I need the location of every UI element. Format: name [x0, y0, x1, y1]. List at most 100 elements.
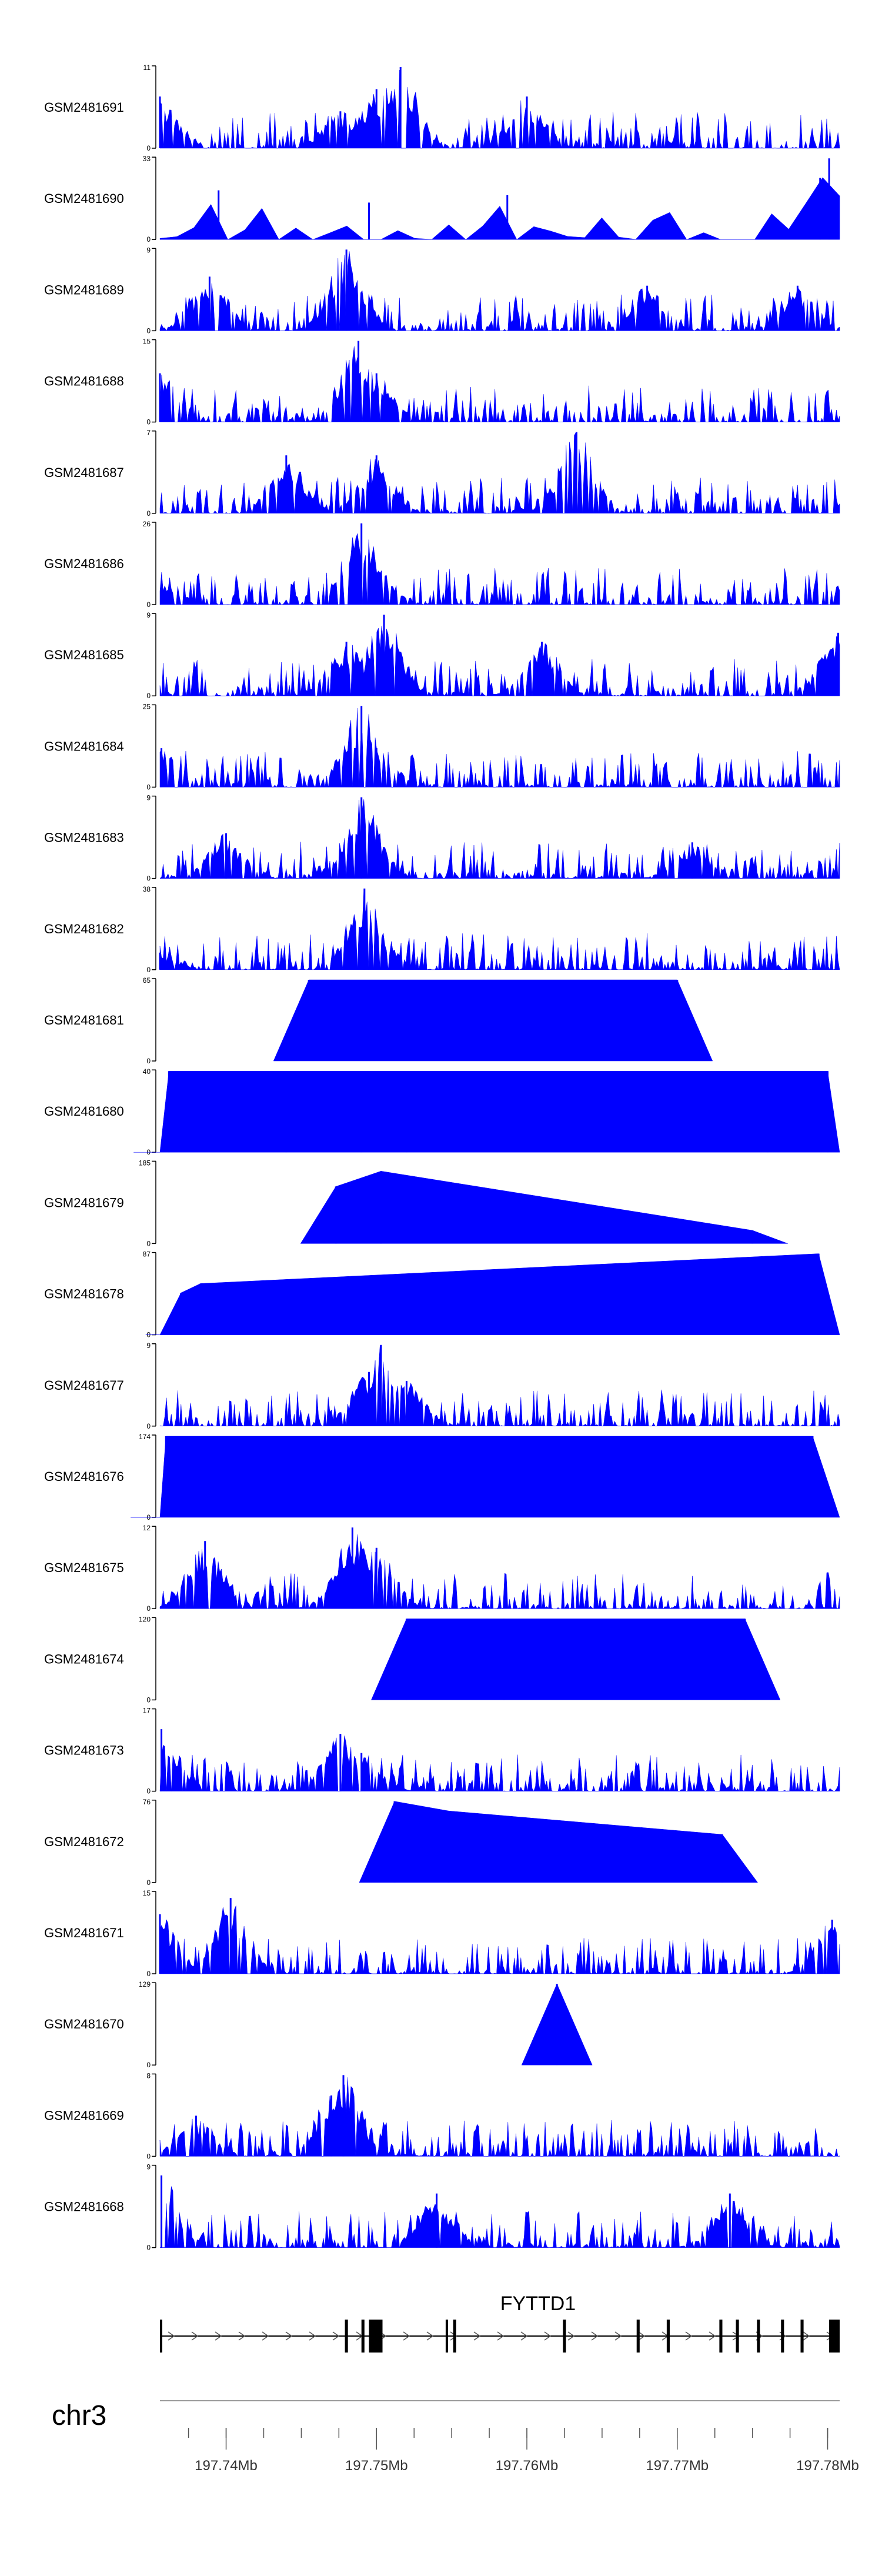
track-GSM2481687: GSM2481687 7 0	[44, 429, 840, 518]
track-GSM2481675: GSM2481675 12 0	[44, 1524, 840, 1613]
track-label: GSM2481691	[44, 100, 124, 115]
gene-structure	[160, 2320, 840, 2353]
y-min-label: 0	[146, 2061, 151, 2069]
exon	[719, 2320, 723, 2353]
y-max-label: 9	[146, 611, 151, 619]
track-GSM2481684: GSM2481684 25 0	[44, 702, 840, 791]
track-GSM2481679: GSM2481679 185 0	[44, 1159, 788, 1247]
y-max-label: 15	[143, 338, 151, 346]
signal-area	[159, 177, 840, 240]
track-GSM2481670: GSM2481670 129 0	[44, 1980, 593, 2069]
y-min-label: 0	[146, 326, 151, 335]
exon	[445, 2320, 448, 2353]
exon	[781, 2320, 784, 2353]
y-min-label: 0	[146, 2244, 151, 2252]
y-min-label: 0	[146, 1422, 151, 1430]
track-GSM2481668: GSM2481668 9 0	[44, 2163, 840, 2252]
track-label: GSM2481677	[44, 1378, 124, 1393]
y-max-label: 76	[143, 1798, 151, 1806]
track-label: GSM2481670	[44, 2017, 124, 2031]
track-label: GSM2481678	[44, 1287, 124, 1302]
signal-area	[131, 1436, 840, 1518]
y-min-label: 0	[146, 600, 151, 609]
track-label: GSM2481689	[44, 282, 124, 297]
strand-arrow	[685, 2331, 693, 2341]
track-label: GSM2481680	[44, 1104, 124, 1119]
strand-arrow	[191, 2331, 199, 2341]
y-min-label: 0	[146, 1970, 151, 1978]
track-label: GSM2481669	[44, 2108, 124, 2123]
y-max-label: 9	[146, 794, 151, 802]
strand-arrow	[803, 2331, 810, 2341]
track-label: GSM2481676	[44, 1469, 124, 1484]
y-min-label: 0	[146, 1696, 151, 1704]
strand-arrow	[215, 2331, 222, 2341]
exon	[736, 2320, 739, 2353]
data-tracks: GSM2481691110GSM2481690330GSM248168990GS…	[44, 64, 840, 2252]
y-max-label: 65	[143, 976, 151, 985]
y-min-label: 0	[146, 1878, 151, 1887]
y-min-label: 0	[146, 783, 151, 791]
strand-arrow	[638, 2331, 646, 2341]
signal-area	[159, 625, 840, 696]
signal-area	[273, 979, 713, 1062]
y-max-label: 38	[143, 885, 151, 893]
y-max-label: 129	[139, 1980, 151, 1988]
signal-area	[159, 2077, 840, 2157]
track-GSM2481691: GSM2481691 11 0	[44, 64, 840, 152]
signal-area	[159, 1735, 840, 1792]
y-min-label: 0	[146, 509, 151, 518]
track-GSM2481682: GSM2481682 38 0	[44, 885, 840, 974]
tick-label: 197.75Mb	[345, 2458, 408, 2474]
track-label: GSM2481673	[44, 1743, 124, 1758]
track-label: GSM2481688	[44, 374, 124, 389]
y-max-label: 11	[143, 64, 151, 72]
strand-arrow	[520, 2331, 528, 2341]
signal-area	[159, 890, 840, 970]
exon	[666, 2320, 670, 2353]
genome-axis-track: chr3 197.74Mb 197.75Mb 197.76Mb 197.77Mb 197…	[52, 2400, 859, 2474]
track-GSM2481674: GSM2481674 120 0	[44, 1615, 781, 1704]
strand-arrow	[450, 2331, 457, 2341]
exon	[453, 2320, 456, 2353]
track-label: GSM2481679	[44, 1195, 124, 1210]
track-GSM2481672: GSM2481672 76 0	[44, 1798, 758, 1887]
signal-area	[133, 1070, 840, 1153]
signal-area	[160, 2186, 840, 2248]
signal-area	[159, 533, 840, 605]
strand-arrow	[238, 2331, 246, 2341]
track-label: GSM2481684	[44, 739, 124, 753]
gene-model-track: FYTTD1	[160, 2293, 840, 2353]
track-label: GSM2481686	[44, 556, 124, 571]
exon	[800, 2320, 804, 2353]
track-label: GSM2481682	[44, 922, 124, 936]
y-min-label: 0	[146, 1239, 151, 1247]
track-label: GSM2481672	[44, 1834, 124, 1849]
track-GSM2481688: GSM2481688 15 0	[44, 338, 840, 426]
gene-label: FYTTD1	[500, 2293, 576, 2315]
exon	[345, 2320, 348, 2353]
y-min-label: 0	[146, 418, 151, 426]
track-label: GSM2481675	[44, 1560, 124, 1575]
track-GSM2481673: GSM2481673 17 0	[44, 1707, 840, 1796]
track-label: GSM2481681	[44, 1013, 124, 1027]
y-max-label: 15	[143, 1889, 151, 1897]
track-GSM2481681: GSM2481681 65 0	[44, 976, 713, 1065]
y-max-label: 9	[146, 1342, 151, 1350]
signal-area	[371, 1619, 781, 1700]
track-GSM2481671: GSM2481671 15 0	[44, 1889, 840, 1978]
exon	[369, 2320, 383, 2353]
y-min-label: 0	[146, 2152, 151, 2160]
track-label: GSM2481671	[44, 1926, 124, 1940]
strand-arrow	[285, 2331, 293, 2341]
strand-arrow	[497, 2331, 505, 2341]
y-max-label: 87	[143, 1250, 151, 1259]
track-label: GSM2481687	[44, 465, 124, 480]
y-min-label: 0	[146, 1057, 151, 1065]
y-max-label: 17	[143, 1707, 151, 1715]
tick-label: 197.76Mb	[496, 2458, 559, 2474]
strand-arrow	[614, 2331, 622, 2341]
y-max-label: 185	[139, 1159, 151, 1167]
